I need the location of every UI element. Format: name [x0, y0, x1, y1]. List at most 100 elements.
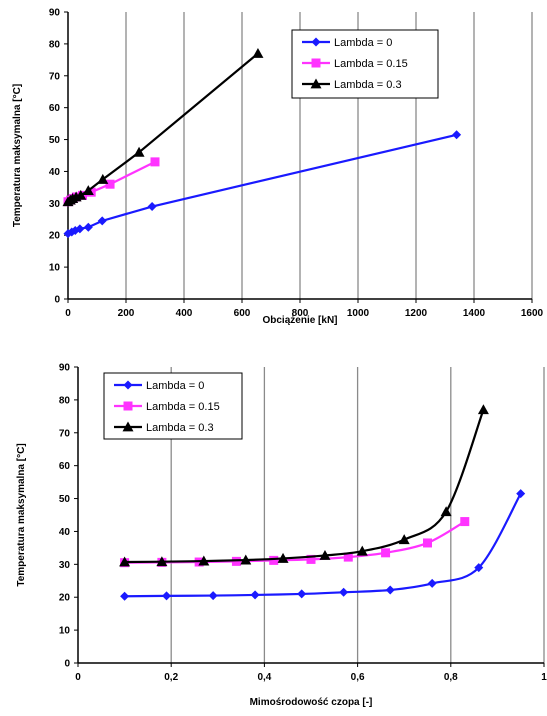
series-3	[119, 404, 489, 567]
x-tick-label: 800	[292, 308, 309, 319]
y-tick-label: 10	[49, 263, 61, 274]
y-tick-label: 70	[49, 71, 61, 82]
data-point	[252, 47, 264, 58]
data-point	[75, 189, 87, 200]
y-axis-title: Temperatura maksymalna [°C]	[16, 443, 27, 586]
x-tick-label: 1	[541, 672, 547, 683]
y-tick-label: 30	[49, 199, 61, 210]
data-point	[133, 146, 145, 157]
data-point	[297, 589, 307, 599]
data-point	[97, 173, 109, 184]
data-point	[198, 555, 210, 566]
x-tick-label: 0,4	[257, 672, 271, 683]
x-tick-label: 0	[75, 672, 81, 683]
y-tick-label: 50	[59, 494, 71, 505]
y-axis-title: Temperatura maksymalna [°C]	[12, 84, 23, 227]
x-tick-label: 0,2	[164, 672, 178, 683]
y-tick-label: 0	[64, 659, 70, 670]
y-tick-label: 20	[59, 593, 71, 604]
x-tick-label: 1600	[521, 308, 544, 319]
series-1	[63, 130, 462, 239]
y-tick-label: 90	[49, 8, 61, 19]
y-tick-label: 10	[59, 626, 71, 637]
y-tick-label: 80	[59, 395, 71, 406]
data-point	[474, 563, 484, 573]
series-line	[124, 520, 466, 564]
data-point	[452, 130, 462, 140]
x-tick-label: 1000	[347, 308, 370, 319]
series-line	[124, 409, 485, 564]
legend-marker	[123, 380, 133, 390]
legend-marker	[122, 421, 134, 432]
data-point	[516, 489, 526, 499]
x-tick-label: 0,8	[444, 672, 458, 683]
data-point	[156, 556, 168, 567]
data-point	[120, 591, 130, 601]
legend-marker	[311, 37, 321, 47]
y-tick-label: 50	[49, 135, 61, 146]
y-tick-label: 30	[59, 560, 71, 571]
legend: Lambda = 0 Lambda = 0.15 Lambda = 0.3	[103, 372, 243, 440]
data-point	[269, 555, 279, 565]
y-tick-label: 70	[59, 428, 71, 439]
data-point	[440, 506, 452, 517]
data-point	[83, 222, 93, 232]
data-point	[208, 591, 218, 601]
data-point	[82, 185, 94, 195]
x-axis-title: Mimośrodowość czopa [-]	[250, 697, 373, 708]
series-2	[120, 517, 470, 568]
y-tick-label: 60	[59, 461, 71, 472]
x-tick-label: 0	[65, 308, 71, 319]
data-point	[356, 545, 368, 556]
y-tick-label: 20	[49, 231, 61, 242]
data-point	[147, 202, 157, 212]
legend: Lambda = 0 Lambda = 0.15 Lambda = 0.3	[291, 29, 439, 99]
data-point	[119, 556, 131, 567]
data-point	[423, 538, 432, 548]
data-point	[277, 552, 289, 563]
legend-label: Lambda = 0.15	[146, 401, 220, 413]
y-tick-label: 80	[49, 39, 61, 50]
y-tick-label: 60	[49, 103, 61, 114]
series-3	[62, 47, 264, 207]
data-point	[398, 534, 410, 545]
x-axis-title: Obciążenie [kN]	[262, 315, 337, 326]
data-point	[240, 554, 252, 565]
data-point	[150, 157, 160, 167]
x-tick-label: 400	[176, 308, 193, 319]
data-point	[381, 548, 391, 558]
chart-1: 0 10 20 30 40 50 60 70 80 90 0 200 400 600 800 1000 1200…	[12, 8, 544, 327]
data-point	[75, 224, 85, 234]
x-tick-label: 200	[118, 308, 135, 319]
data-point	[97, 216, 107, 226]
x-tick-label: 1400	[463, 308, 486, 319]
legend-label: Lambda = 0	[334, 37, 392, 49]
x-tick-label: 600	[234, 308, 251, 319]
legend-marker	[123, 401, 133, 411]
data-point	[319, 549, 331, 560]
legend-label: Lambda = 0.3	[334, 79, 402, 91]
series-1	[120, 489, 526, 601]
x-tick-label: 1200	[405, 308, 428, 319]
data-point	[427, 578, 437, 588]
x-tick-label: 0,6	[351, 672, 365, 683]
data-point	[306, 554, 316, 564]
legend-marker	[311, 58, 321, 68]
y-tick-label: 40	[59, 527, 71, 538]
data-point	[343, 552, 353, 562]
legend-label: Lambda = 0.15	[334, 58, 408, 70]
series-line	[124, 493, 522, 598]
legend-label: Lambda = 0	[146, 380, 204, 392]
data-point	[385, 585, 395, 595]
y-tick-label: 40	[49, 167, 61, 178]
legend-label: Lambda = 0.3	[146, 422, 214, 434]
data-point	[339, 587, 349, 597]
data-point	[105, 179, 115, 189]
data-point	[477, 404, 489, 415]
data-point	[460, 517, 470, 527]
series-line	[67, 52, 259, 203]
y-tick-label: 0	[54, 295, 60, 306]
chart-2: 0 10 20 30 40 50 60 70 80 90 0 0,2 0,4 0,6 0,8 1 Mimośro…	[16, 363, 547, 709]
legend-marker	[310, 78, 322, 89]
